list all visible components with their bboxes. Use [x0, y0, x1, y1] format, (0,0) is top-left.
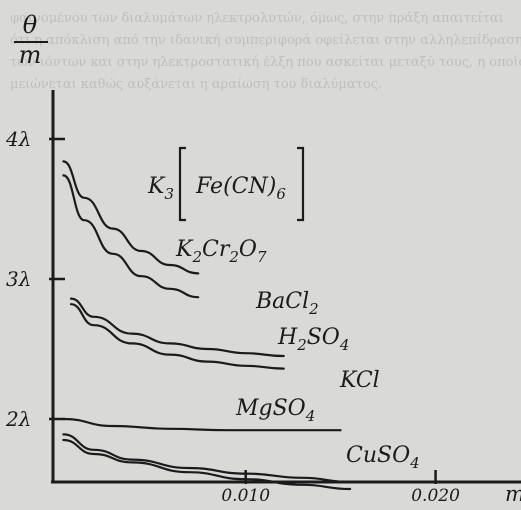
series-line-k2cr2o7 [62, 174, 200, 299]
label-k2cr2o7: K2Cr2O7 [175, 237, 267, 266]
series-line-kcl [62, 417, 342, 432]
y-label-numerator: θ [23, 11, 38, 39]
bleed-line-4: μειώνεται καθώς αυξάνεται η αραίωση του … [10, 77, 382, 92]
bleed-line-1: φαινομένου των διαλυμάτων ηλεκτρολυτών, … [10, 11, 504, 26]
series-labels: K3 Fe(CN)6 K2Cr2O7 BaCl2 H2SO4 KCl MgSO4 … [147, 146, 420, 472]
bleed-line-2: ότι η απόκλιση από την ιδανική συμπεριφο… [10, 33, 521, 48]
y-axis-label: θ m [14, 11, 48, 69]
x-axis-label: m [505, 482, 521, 506]
ticks-layer: 2λ 3λ 4λ 0.010 0.020 [5, 127, 460, 506]
label-mgso4: MgSO4 [235, 396, 315, 425]
label-h2so4: H2SO4 [277, 325, 349, 354]
series-line-mgso4 [62, 433, 352, 484]
series-line-bacl2 [69, 297, 285, 358]
curves-layer [62, 160, 352, 491]
series-line-k3-fe-cn-6- [62, 160, 200, 275]
x-tick-label-0: 0.010 [221, 486, 270, 506]
label-k3fecn6-right-bracket [297, 146, 305, 222]
y-label-denominator: m [19, 41, 42, 69]
series-line-h2so4 [69, 303, 285, 370]
label-k3fecn6: K3 Fe(CN)6 [147, 174, 286, 203]
label-bacl2: BaCl2 [255, 289, 319, 318]
label-k3fecn6-left-bracket [178, 146, 186, 222]
x-tick-label-1: 0.020 [411, 486, 460, 506]
label-kcl: KCl [339, 368, 380, 393]
y-tick-label-0: 2λ [5, 407, 31, 431]
series-line-cuso4 [62, 438, 352, 491]
bleed-line-3: των ιόντων και στην ηλεκτροστατική έλξη … [10, 55, 521, 70]
y-tick-label-2: 4λ [5, 127, 31, 151]
y-tick-label-1: 3λ [6, 267, 31, 291]
bleed-through-text: φαινομένου των διαλυμάτων ηλεκτρολυτών, … [10, 11, 521, 92]
label-cuso4: CuSO4 [346, 443, 420, 472]
axes [51, 90, 521, 484]
